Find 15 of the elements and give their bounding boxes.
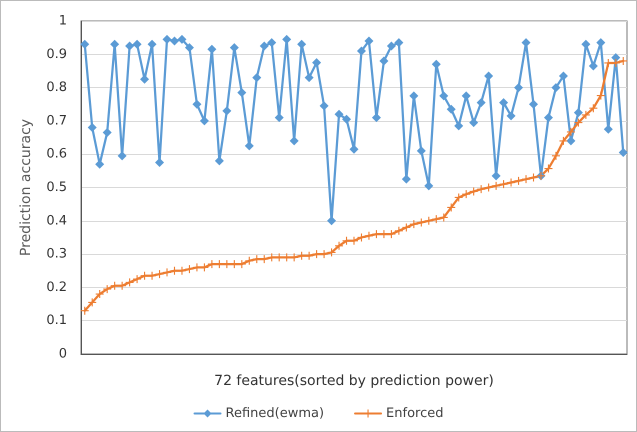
y-tick-label: 0 — [58, 346, 67, 362]
y-tick-label: 0.3 — [46, 246, 67, 262]
y-axis-title: Prediction accuracy — [18, 118, 34, 256]
legend-label: Refined(ewma) — [226, 406, 324, 421]
y-tick-label: 0.5 — [46, 180, 67, 195]
y-tick-label: 0.8 — [46, 80, 67, 96]
y-tick-label: 0.2 — [46, 280, 67, 295]
y-tick-label: 0.4 — [46, 213, 67, 228]
y-tick-label: 0.9 — [46, 46, 67, 62]
legend-label: Enforced — [386, 406, 444, 421]
y-tick-label: 0.6 — [46, 146, 67, 162]
y-tick-label: 0.1 — [46, 313, 67, 328]
x-axis-title: 72 features(sorted by prediction power) — [214, 373, 494, 389]
y-tick-label: 0.7 — [46, 113, 67, 128]
y-tick-label: 1 — [58, 14, 67, 28]
